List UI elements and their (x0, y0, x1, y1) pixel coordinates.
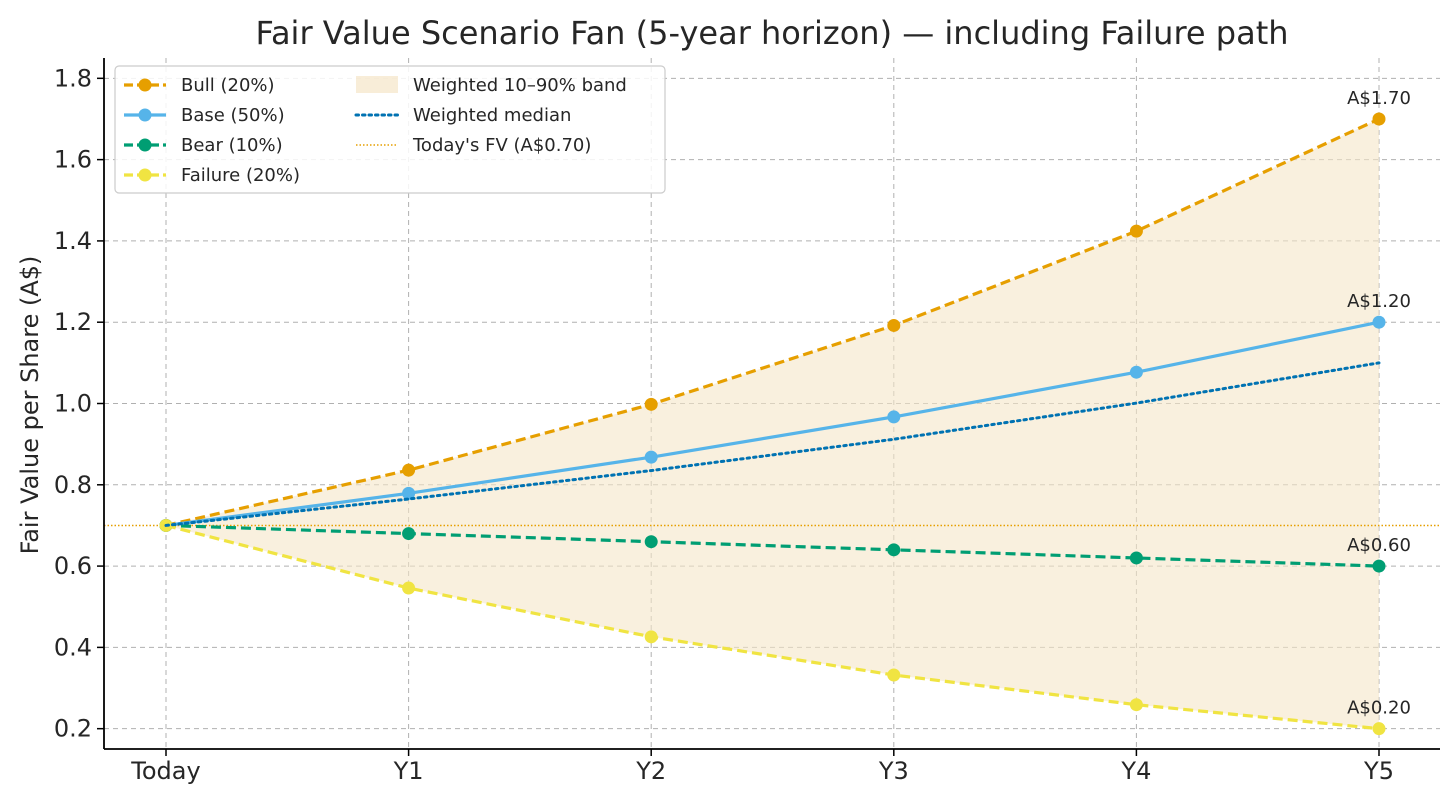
series-line-bear-10 (165, 523, 1380, 568)
series-line-failure-20 (165, 523, 1380, 731)
series-point-base-50 (1372, 315, 1386, 329)
series-point-base-50 (402, 486, 416, 500)
series-point-bull-20 (1129, 224, 1143, 238)
y-tick-label: 1.6 (54, 146, 92, 174)
legend-label-bull-20: Bull (20%) (181, 75, 275, 96)
series-point-bear-10 (644, 535, 658, 549)
series-point-failure-20 (402, 581, 416, 595)
y-tick-label: 0.2 (54, 715, 92, 743)
series-point-base-50 (887, 410, 901, 424)
weighted-band-area (166, 118, 1379, 729)
series-point-failure-20 (887, 668, 901, 682)
series-point-bear-10 (887, 543, 901, 557)
series-point-base-50 (644, 450, 658, 464)
legend-label-bear-10: Bear (10%) (181, 135, 283, 156)
legend-label-failure-20: Failure (20%) (181, 165, 300, 186)
series-line-base-50 (165, 320, 1380, 528)
series-point-bear-10 (1129, 551, 1143, 565)
y-tick-label: 1.2 (54, 308, 92, 336)
legend-box (114, 65, 666, 194)
y-tick-label: 1.4 (54, 227, 92, 255)
plot-area: A$1.70 A$1.20 A$0.60 A$0.20 0.2 0.4 0.6 0.8 1.0 1… (54, 58, 1440, 785)
legend-label-median: Weighted median (413, 105, 571, 126)
legend: Bull (20%) Base (50%) Bear (10%) Failure (2… (114, 65, 666, 194)
series-point-bull-20 (644, 397, 658, 411)
legend-label-weighted-band: Weighted 10–90% band (413, 75, 627, 96)
end-value-label: A$0.20 (1347, 698, 1411, 719)
y-tick-label: 0.6 (54, 552, 92, 580)
legend-label-base-50: Base (50%) (181, 105, 285, 126)
end-value-label: A$0.60 (1347, 535, 1411, 556)
series-point-failure-20 (1372, 722, 1386, 736)
legend-swatch-weighted-band (356, 76, 398, 93)
series-point-bull-20 (402, 463, 416, 477)
legend-label-reference: Today's FV (A$0.70) (412, 135, 591, 156)
y-tick-label: 1.8 (54, 64, 92, 92)
series-point-failure-20 (644, 630, 658, 644)
legend-marker-bear-10 (138, 138, 152, 152)
x-tick-label: Y1 (393, 757, 424, 785)
y-tick-label: 1.0 (54, 390, 92, 418)
x-tick-label: Y2 (635, 757, 666, 785)
y-tick-label: 0.8 (54, 471, 92, 499)
series-point-base-50 (1129, 365, 1143, 379)
legend-marker-bull-20 (138, 78, 152, 92)
series-point-bull-20 (1372, 112, 1386, 126)
series-point-failure-20 (1129, 698, 1143, 712)
y-axis-label: Fair Value per Share (A$) (16, 256, 44, 555)
y-tick-label: 0.4 (54, 633, 92, 661)
legend-marker-base-50 (138, 108, 152, 122)
series-point-bear-10 (402, 527, 416, 541)
end-value-label: A$1.70 (1347, 88, 1411, 109)
x-tick-label: Y3 (878, 757, 909, 785)
end-value-label: A$1.20 (1347, 291, 1411, 312)
series-point-bull-20 (887, 318, 901, 332)
x-tick-label: Today (130, 757, 200, 785)
chart-title: Fair Value Scenario Fan (5-year horizon)… (255, 14, 1288, 52)
x-tick-label: Y5 (1363, 757, 1394, 785)
legend-marker-failure-20 (138, 168, 152, 182)
median-line (164, 361, 1381, 527)
x-tick-label: Y4 (1120, 757, 1151, 785)
series-point-bear-10 (1372, 559, 1386, 573)
